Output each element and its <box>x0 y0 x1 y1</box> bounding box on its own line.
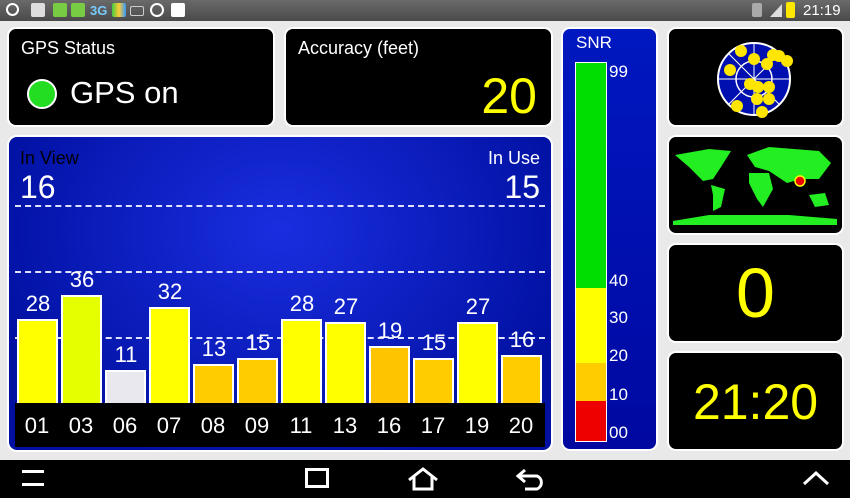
back-icon[interactable] <box>515 466 547 492</box>
in-use-label: In Use <box>487 148 540 168</box>
snr-bar <box>413 358 454 403</box>
message-icon <box>71 3 85 17</box>
do-not-disturb-icon <box>150 3 164 17</box>
bar-value-label: 36 <box>69 267 95 292</box>
snr-bar <box>149 307 190 403</box>
location-marker-icon <box>794 175 806 187</box>
gridline <box>15 271 545 273</box>
clock-panel[interactable]: 21:20 <box>667 351 844 451</box>
bar-value-label: 11 <box>114 342 138 367</box>
snr-label: 99 <box>609 62 628 81</box>
gps-status-value: GPS on <box>70 75 179 110</box>
accuracy-value: 20 <box>481 68 537 124</box>
snr-bar <box>457 322 498 403</box>
snr-bar <box>281 319 322 403</box>
snr-label: 00 <box>609 423 628 442</box>
clock: 21:19 <box>803 2 841 19</box>
home-icon[interactable] <box>406 466 440 492</box>
app-icon <box>112 3 126 17</box>
gps-status-title: GPS Status <box>21 38 116 58</box>
clock-value: 21:20 <box>692 374 819 430</box>
satellite-id-label: 07 <box>156 413 182 438</box>
satellite-id-label: 06 <box>112 413 138 438</box>
satellite-id-label: 16 <box>376 413 402 438</box>
sky-view-button[interactable] <box>667 27 844 127</box>
message-icon <box>53 3 67 17</box>
satellite-id-label: 11 <box>289 413 313 438</box>
snr-bar <box>105 370 146 403</box>
snr-bar <box>193 364 234 403</box>
gps-status-panel[interactable]: GPS Status GPS on <box>7 27 275 127</box>
satellite-id-label: 08 <box>200 413 226 438</box>
bar-value-label: 32 <box>157 279 183 304</box>
bar-value-label: 28 <box>25 291 51 316</box>
snr-scale <box>575 62 607 442</box>
snr-bar <box>61 295 102 403</box>
snr-bar <box>501 355 542 403</box>
snr-label: 40 <box>609 271 628 290</box>
mail-icon <box>130 6 144 16</box>
in-use-count: 15 <box>504 169 540 205</box>
bar-value-label: 15 <box>245 330 271 355</box>
speed-panel[interactable]: 0 <box>667 243 844 343</box>
gps-indicator-icon <box>27 79 57 109</box>
satellite-id-label: 19 <box>464 413 490 438</box>
world-map-icon <box>673 147 837 225</box>
snr-label: 30 <box>609 308 628 327</box>
clipboard-icon <box>171 3 185 17</box>
snr-title: SNR <box>576 33 612 52</box>
x-axis: 01 03 06 07 08 09 11 13 16 17 19 20 <box>15 403 545 447</box>
snr-label: 20 <box>609 346 628 365</box>
satellite-id-label: 13 <box>332 413 358 438</box>
gps-icon <box>6 3 19 16</box>
menu-icon[interactable] <box>22 470 44 486</box>
snr-bar <box>17 319 58 403</box>
bar-value-label: 28 <box>289 291 315 316</box>
satellite-id-label: 03 <box>68 413 94 438</box>
gridline <box>15 337 545 339</box>
status-bar: 3G 21:19 <box>0 0 850 21</box>
bar-value-label: 13 <box>201 336 227 361</box>
snr-label: 10 <box>609 385 628 404</box>
bar-value-label: 15 <box>421 330 447 355</box>
sky-radar-icon <box>717 42 793 118</box>
bar-value-label: 27 <box>465 294 491 319</box>
bar-value-label: 27 <box>333 294 359 319</box>
battery-icon <box>786 2 795 18</box>
chevron-up-icon[interactable] <box>802 470 830 486</box>
satellite-id-label: 17 <box>420 413 446 438</box>
gridline <box>15 205 545 207</box>
wifi-icon <box>752 3 762 17</box>
snr-legend: SNR 99 40 30 20 10 00 <box>561 27 658 451</box>
gallery-icon <box>31 3 45 17</box>
recent-apps-icon[interactable] <box>305 468 329 488</box>
bar-value-label: 16 <box>509 327 535 352</box>
in-view-count: 16 <box>20 169 56 205</box>
world-map-button[interactable] <box>667 135 844 235</box>
3g-icon: 3G <box>90 3 108 18</box>
snr-bar <box>237 358 278 403</box>
signal-icon <box>770 4 782 17</box>
satellite-id-label: 20 <box>508 413 534 438</box>
in-view-label: In View <box>20 148 79 168</box>
satellite-snr-chart[interactable]: In View 16 In Use 15 28 36 11 32 13 15 28 27 19 1… <box>7 135 553 452</box>
navigation-bar <box>0 460 850 498</box>
satellite-id-label: 01 <box>24 413 50 438</box>
snr-bar <box>369 346 410 403</box>
accuracy-panel[interactable]: Accuracy (feet) 20 <box>284 27 553 127</box>
speed-value: 0 <box>736 254 775 332</box>
satellite-id-label: 09 <box>244 413 270 438</box>
accuracy-title: Accuracy (feet) <box>298 38 420 58</box>
snr-bar <box>325 322 366 403</box>
bar-value-label: 19 <box>377 318 403 343</box>
